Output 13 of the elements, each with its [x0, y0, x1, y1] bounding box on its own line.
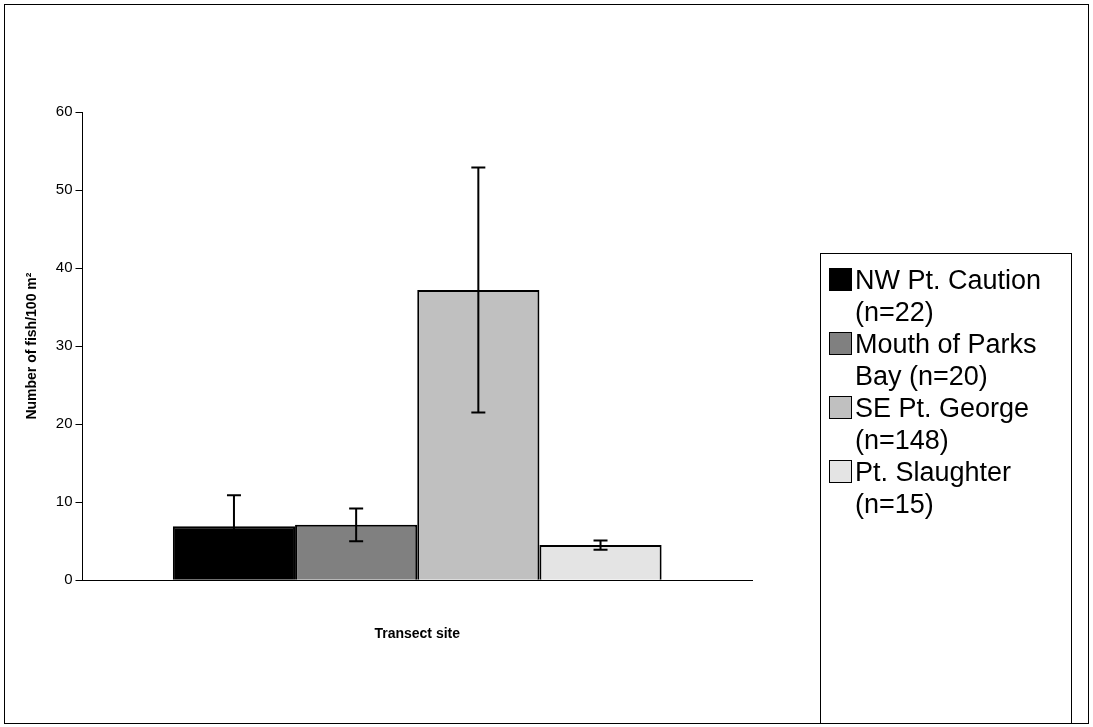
y-tick-label: 30	[55, 336, 73, 354]
y-tick-label: 0	[64, 570, 73, 588]
legend-label: NW Pt. Caution (n=22)	[855, 264, 1043, 328]
legend-label: SE Pt. George (n=148)	[855, 392, 1031, 456]
legend-label: Pt. Slaughter (n=15)	[855, 456, 1013, 520]
y-tick-label: 10	[55, 492, 73, 510]
y-axis-title: Number of fish/100 m²	[23, 272, 40, 420]
x-axis-title: Transect site	[374, 625, 461, 642]
legend-label: Mouth of Parks Bay (n=20)	[855, 328, 1038, 392]
y-tick-label: 50	[55, 180, 73, 198]
y-tick-label: 60	[55, 102, 73, 120]
y-tick-label: 40	[55, 258, 73, 276]
y-tick-label: 20	[55, 414, 73, 432]
